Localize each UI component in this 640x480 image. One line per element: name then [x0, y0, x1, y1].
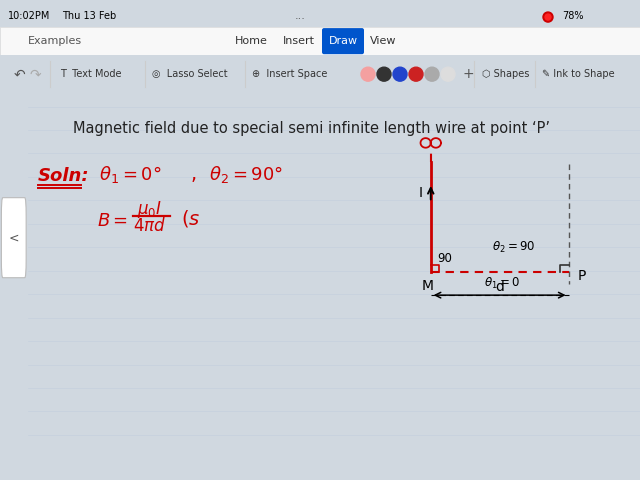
Text: 90: 90 [437, 252, 452, 265]
FancyBboxPatch shape [1, 198, 26, 278]
Text: ⊕  Insert Space: ⊕ Insert Space [252, 69, 328, 79]
Text: P: P [578, 269, 586, 283]
Text: ✎ Ink to Shape: ✎ Ink to Shape [542, 69, 614, 79]
Circle shape [543, 12, 553, 22]
Text: $4\pi d$: $4\pi d$ [133, 217, 166, 235]
Text: M: M [422, 278, 434, 293]
Text: Examples: Examples [28, 36, 82, 46]
Circle shape [361, 67, 375, 81]
Text: T  Text Mode: T Text Mode [60, 69, 122, 79]
Text: Draw: Draw [328, 36, 358, 46]
Text: $\theta_2=90$: $\theta_2=90$ [492, 240, 535, 255]
Text: $\mu_0 I$: $\mu_0 I$ [138, 199, 163, 220]
Circle shape [545, 14, 551, 20]
Circle shape [393, 67, 407, 81]
Text: ,: , [191, 165, 197, 184]
Circle shape [425, 67, 439, 81]
Text: $\theta_1 = 0°$: $\theta_1 = 0°$ [99, 164, 161, 185]
Text: $( s$: $( s$ [180, 208, 200, 229]
FancyBboxPatch shape [0, 27, 640, 55]
Text: View: View [370, 36, 396, 46]
Text: I: I [419, 186, 422, 200]
Text: ◎  Lasso Select: ◎ Lasso Select [152, 69, 228, 79]
Text: 78%: 78% [562, 11, 584, 21]
Circle shape [409, 67, 423, 81]
Circle shape [377, 67, 391, 81]
FancyBboxPatch shape [322, 28, 364, 54]
Text: Thu 13 Feb: Thu 13 Feb [62, 11, 116, 21]
Text: ...: ... [294, 11, 305, 21]
Text: ↶: ↶ [14, 67, 26, 81]
Text: Insert: Insert [283, 36, 315, 46]
Text: +: + [462, 67, 474, 81]
Text: Soln:: Soln: [38, 168, 90, 185]
Text: $\theta_1=0$: $\theta_1=0$ [484, 276, 520, 291]
Text: ⬡ Shapes: ⬡ Shapes [482, 69, 529, 79]
Text: ↷: ↷ [30, 67, 42, 81]
Text: Magnetic field due to special semi infinite length wire at point ‘P’: Magnetic field due to special semi infin… [74, 121, 550, 136]
Text: Home: Home [235, 36, 268, 46]
Text: $\theta_2 = 90°$: $\theta_2 = 90°$ [209, 164, 283, 185]
Text: 10:02PM: 10:02PM [8, 11, 51, 21]
Text: $B =$: $B =$ [97, 213, 128, 230]
Circle shape [441, 67, 455, 81]
Text: d: d [495, 279, 504, 294]
Text: <: < [8, 231, 19, 244]
